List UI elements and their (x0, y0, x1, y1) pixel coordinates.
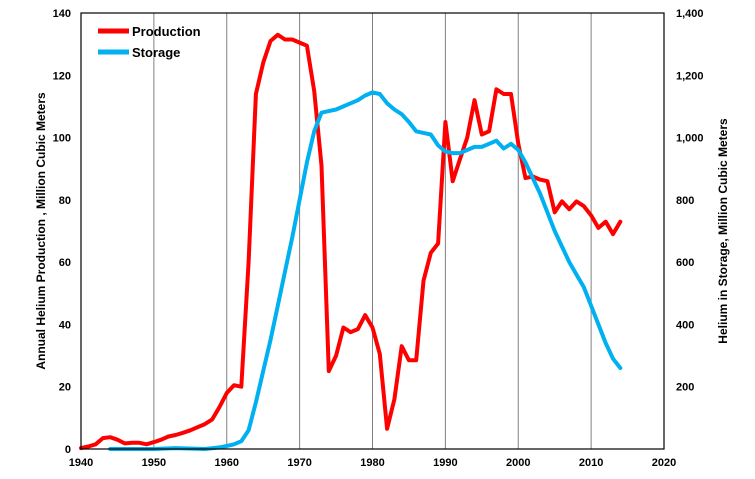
legend-label-production: Production (132, 24, 201, 39)
series-layer (79, 32, 623, 451)
y-right-tick-label-1400: 1,400 (676, 8, 704, 20)
x-tick-label-2010: 2010 (579, 457, 603, 469)
y-axis-right-label: Helium in Storage, Million Cubic Meters (716, 118, 730, 344)
y-left-tick-label-80: 80 (59, 195, 71, 207)
y-left-tick-label-40: 40 (59, 319, 71, 331)
x-tick-label-2020: 2020 (652, 457, 676, 469)
y-left-tick-label-120: 120 (53, 70, 71, 82)
y-left-tick-label-20: 20 (59, 382, 71, 394)
legend: Production Storage (98, 24, 201, 60)
x-tick-label-1950: 1950 (142, 457, 166, 469)
x-tick-label-2000: 2000 (506, 457, 530, 469)
y-left-tick-label-100: 100 (53, 133, 71, 145)
y-left-tick-label-60: 60 (59, 257, 71, 269)
x-tick-label-1980: 1980 (360, 457, 384, 469)
series-line-production (79, 32, 623, 451)
y-right-tick-label-600: 600 (676, 257, 694, 269)
x-tick-label-1940: 1940 (69, 457, 93, 469)
y-right-tick-label-1200: 1,200 (676, 70, 704, 82)
x-tick-label-1990: 1990 (433, 457, 457, 469)
x-tick-label-1960: 1960 (215, 457, 239, 469)
series-line-storage (108, 90, 623, 451)
y-axis-left-label: Annual Helium Production , Million Cubic… (34, 92, 48, 370)
y-right-tick-label-1000: 1,000 (676, 133, 704, 145)
y-left-tick-label-140: 140 (53, 8, 71, 20)
gridlines (153, 13, 592, 449)
plot-frame (80, 12, 665, 450)
x-tick-label-1970: 1970 (287, 457, 311, 469)
y-right-tick-label-200: 200 (676, 382, 694, 394)
y-left-tick-label-0: 0 (65, 444, 71, 456)
y-right-tick-label-400: 400 (676, 319, 694, 331)
y-right-tick-label-800: 800 (676, 195, 694, 207)
legend-label-storage: Storage (132, 45, 180, 60)
tick-labels: 1940 1950 1960 1970 1980 1990 2000 2010 2020 0 20 4… (53, 8, 704, 469)
